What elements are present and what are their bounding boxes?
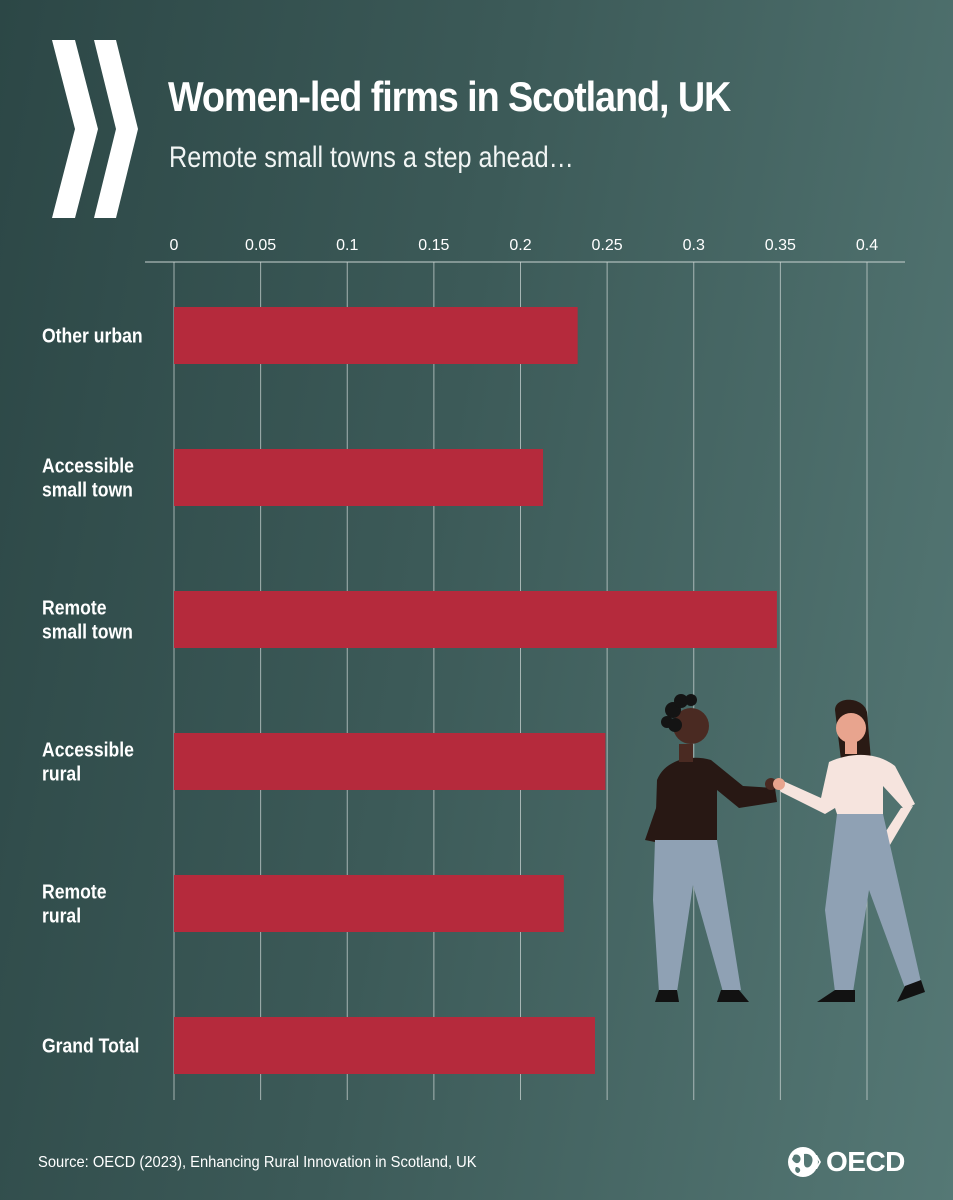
x-tick-label: 0.15: [418, 237, 449, 254]
oecd-logo-text: OECD: [826, 1146, 905, 1177]
woman-right-figure: [773, 699, 925, 1002]
category-label-line: small town: [42, 478, 133, 500]
bar: [174, 733, 606, 790]
category-label-line: rural: [42, 904, 81, 926]
gridlines: [145, 261, 905, 1100]
x-tick-label: 0.35: [765, 237, 796, 254]
bar: [174, 1017, 595, 1074]
bars: [174, 307, 777, 1074]
category-label-line: Remote: [42, 880, 107, 902]
x-tick-label: 0.2: [509, 237, 531, 254]
woman-left-figure: [645, 694, 777, 1002]
category-label-line: Other urban: [42, 324, 143, 346]
x-tick-label: 0.25: [592, 237, 623, 254]
category-label-line: Grand Total: [42, 1034, 139, 1056]
bar: [174, 591, 777, 648]
category-label: Remote small town: [42, 596, 133, 642]
x-tick-label: 0.05: [245, 237, 276, 254]
category-label: Accessible rural: [42, 738, 134, 784]
bar: [174, 449, 544, 506]
x-tick-label: 0.3: [683, 237, 705, 254]
category-label-line: Accessible: [42, 738, 134, 760]
category-label: Grand Total: [42, 1034, 139, 1056]
page-title: Women-led firms in Scotland, UK: [168, 73, 731, 120]
globe-icon: [788, 1147, 821, 1177]
category-label-line: small town: [42, 620, 133, 642]
x-tick-label: 0.4: [856, 237, 878, 254]
x-tick-label: 0.1: [336, 237, 358, 254]
page-subtitle: Remote small towns a step ahead…: [169, 141, 574, 174]
category-label-line: Accessible: [42, 454, 134, 476]
category-label-line: rural: [42, 762, 81, 784]
x-tick-label: 0: [170, 237, 179, 254]
chevron-logo-icon: [52, 40, 138, 218]
x-axis-ticks: 0 0.05 0.1 0.15 0.2 0.25 0.3 0.35 0.4: [170, 237, 879, 254]
category-label: Remote rural: [42, 880, 107, 926]
bar: [174, 875, 564, 932]
category-label: Other urban: [42, 324, 143, 346]
oecd-logo: OECD: [786, 1142, 926, 1182]
category-label: Accessible small town: [42, 454, 134, 500]
bar: [174, 307, 578, 364]
category-label-line: Remote: [42, 596, 107, 618]
source-note: Source: OECD (2023), Enhancing Rural Inn…: [38, 1154, 477, 1171]
two-women-holding-hands-illustration: [645, 694, 925, 1002]
